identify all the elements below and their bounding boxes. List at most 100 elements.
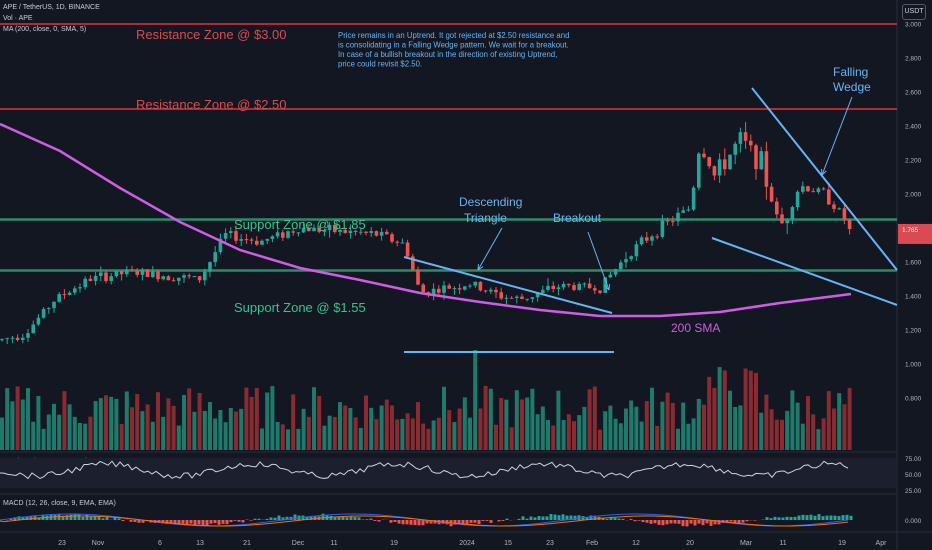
sma-200-line [0,122,852,318]
macd-hist-bar [497,520,501,522]
candle-body [535,292,540,298]
candle-body [109,276,113,282]
macd-hist-bar [173,520,177,525]
sma-200-label: 200 SMA [671,321,720,335]
candle-body [416,269,420,285]
macd-hist-bar [417,520,421,526]
macd-hist-bar [809,514,813,520]
candle-body [327,224,332,231]
macd-hist-bar [97,516,101,520]
candle-body [650,236,654,241]
macd-hist-bar [565,515,569,520]
volume-bar [275,422,280,450]
candle-body [754,145,758,170]
macd-hist-bar [189,520,193,524]
macd-hist-bar [61,515,65,520]
macd-hist-bar [21,516,25,520]
candle-body [161,276,165,280]
price-tick-label: 2.200 [905,158,922,165]
macd-hist-bar [605,518,609,520]
macd-hist-bar [281,517,285,520]
macd-hist-bar [217,520,221,525]
macd-hist-bar [285,516,289,520]
volume-bar [426,428,431,450]
candle-body [478,281,483,291]
volume-bar [514,390,519,450]
last-price-label: 1.765 [902,227,919,234]
macd-hist-bar [613,517,617,520]
macd-hist-bar [517,518,521,520]
candle-body [364,231,368,233]
macd-hist-bar [473,520,477,523]
candle-body [390,234,394,242]
macd-hist-bar [541,516,545,520]
volume-bar [759,412,764,450]
macd-hist-bar [689,520,693,524]
volume-bar [608,405,613,450]
descending-triangle-arrow [477,227,503,271]
candle-body [192,276,197,278]
volume-bar [213,418,218,450]
volume-bar [379,405,384,450]
volume-bar [447,410,452,450]
candle-body [36,317,41,325]
volume-bar [327,415,332,450]
candle-body [255,240,259,245]
macd-hist-bar [221,520,225,524]
volume-bar [832,408,836,450]
candle-body [821,188,826,190]
volume-bar [114,398,119,450]
volume-bar [265,392,270,450]
candle-body [317,227,321,232]
macd-hist-bar [789,516,793,520]
macd-hist-bar [37,517,41,520]
macd-hist-bar [165,520,169,525]
candle-body [842,208,847,220]
volume-bar [374,419,379,450]
volume-bar [286,429,290,450]
rsi-line [0,460,849,480]
macd-hist-bar [649,520,653,524]
time-tick-label: 11 [330,540,337,547]
macd-hist-bar [841,515,845,520]
candle-body [140,269,145,275]
macd-hist-bar [821,516,825,520]
candle-body [405,242,410,257]
candle-body [5,338,9,340]
volume-bar [150,421,155,450]
volume-bar [36,396,41,450]
macd-hist-bar [397,520,401,524]
candle-body [702,153,706,158]
macd-hist-bar [833,515,837,520]
volume-bar [717,367,722,450]
candle-body [827,189,831,205]
macd-hist-bar [681,520,685,527]
candle-body [769,186,774,202]
candle-body [525,298,529,300]
candle-body [208,262,212,272]
volume-bar [494,424,498,450]
volume-bar [52,403,56,450]
currency-badge[interactable]: USDT [902,4,926,20]
volume-bar [364,395,368,450]
macd-hist-bar [233,520,237,521]
candle-body [437,288,441,293]
candle-body [260,240,264,245]
candle-body [301,227,306,233]
candle-body [723,159,727,170]
macd-hist-bar [785,516,789,520]
macd-hist-bar [653,520,657,524]
volume-bar [156,392,160,450]
volume-bar [618,423,623,450]
candle-body [119,271,124,275]
volume-bar [416,402,420,450]
macd-hist-bar [105,517,109,520]
macd-hist-bar [505,518,509,520]
volume-bar [572,421,576,450]
macd-hist-bar [177,520,181,525]
commentary-line: price could revisit $2.50. [338,60,422,69]
time-tick-label: 19 [838,540,846,547]
candle-body [572,285,576,290]
macd-hist-bar [621,518,625,520]
